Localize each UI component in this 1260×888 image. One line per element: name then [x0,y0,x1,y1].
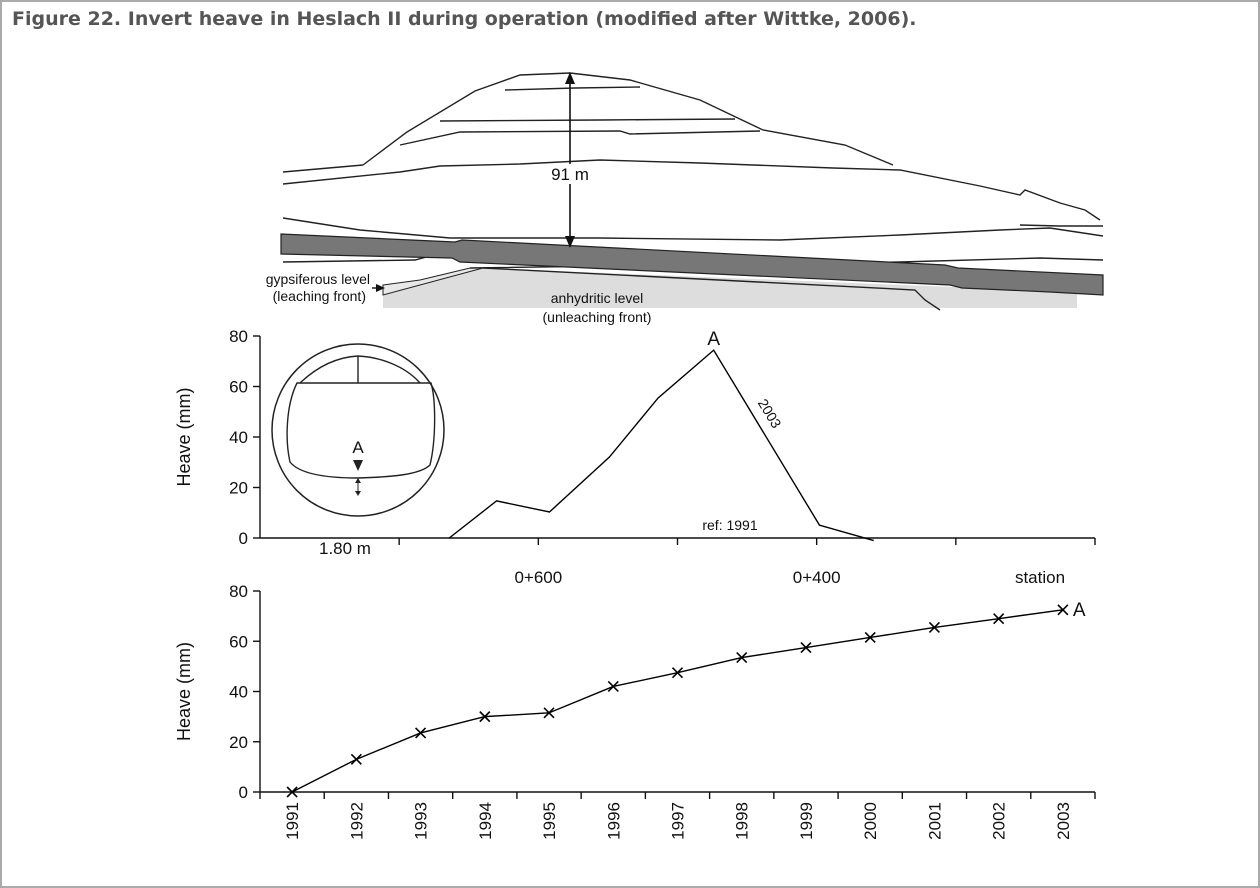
x-tick-label: 1994 [476,802,495,840]
marker [993,613,1005,625]
y-axis-label: Heave (mm) [174,642,194,741]
x-axis-label: station [1015,568,1065,587]
series-line [291,609,1063,793]
layer [362,72,894,166]
marker [928,621,940,633]
gypsiferous-label: gypsiferous level [266,271,370,287]
y-tick-label: 0 [239,529,248,548]
x-tick-label: 1997 [669,802,688,840]
y-tick-label: 0 [239,783,248,802]
marker [864,631,876,644]
arrow-head [355,491,361,496]
marker [671,667,684,679]
x-tick-label: 0+600 [514,568,562,587]
x-tick-label: 1998 [733,802,752,840]
x-tick-label: 2001 [925,802,944,840]
arrow-head [565,236,575,248]
cross-section: 91 m gypsiferous level (leaching front) … [266,72,1104,325]
marker [543,707,555,719]
y-tick-label: 20 [229,479,248,498]
inset-point-label: A [352,438,364,457]
anhydritic-zone [383,268,1077,308]
y-tick-label: 40 [229,428,248,447]
tunnel-inset: A 1.80 m [271,343,445,558]
x-tick-label: 2003 [1054,802,1073,840]
anhydritic-label: (unleaching front) [543,309,652,325]
x-tick-label: 1996 [604,802,623,840]
arrow-head [565,72,575,84]
y-tick-label: 40 [229,683,248,702]
inset-dimension-label: 1.80 m [319,539,371,558]
layer [504,86,641,91]
lining-outer [271,343,445,517]
layer [1019,224,1103,227]
marker [607,680,619,693]
marker [350,753,362,765]
x-tick-label: 2000 [861,802,880,840]
layer [482,267,941,311]
y-tick-label: 80 [229,327,248,346]
y-axis-label: Heave (mm) [174,387,194,486]
marker [286,786,298,798]
series-label: A [1073,600,1086,621]
y-tick-label: 20 [229,733,248,752]
y-tick-label: 80 [229,582,248,601]
arrow-head [355,478,361,483]
x-tick-label: 1999 [797,802,816,840]
marker [415,727,427,739]
x-tick-label: 1993 [412,802,431,840]
layer [399,130,761,146]
x-tick-label: 1991 [283,802,302,840]
x-tick-label: 1992 [347,802,366,840]
arrow-head [376,284,385,292]
marker [736,652,748,664]
reference-label: ref: 1991 [702,517,757,533]
layer [439,118,736,122]
tunnel [280,233,1104,296]
layer [282,159,1101,221]
peak-label: A [707,329,720,350]
gypsiferous-label: (leaching front) [273,288,366,304]
marker [479,711,491,723]
arrow-head [353,460,363,471]
marker [1057,604,1069,616]
layer [282,164,364,173]
depth-label: 91 m [551,165,589,184]
label-bg [538,164,602,184]
y-tick-label: 60 [229,378,248,397]
x-tick-label: 1995 [540,802,559,840]
figure-title: Figure 22. Invert heave in Heslach II du… [12,8,916,30]
marker [800,641,812,654]
layer [282,217,1104,241]
x-tick-label: 2002 [990,802,1009,840]
y-tick-label: 60 [229,632,248,651]
anhydritic-label: anhydritic level [551,290,644,306]
x-tick-label: 0+400 [793,568,841,587]
series-line [448,349,874,542]
